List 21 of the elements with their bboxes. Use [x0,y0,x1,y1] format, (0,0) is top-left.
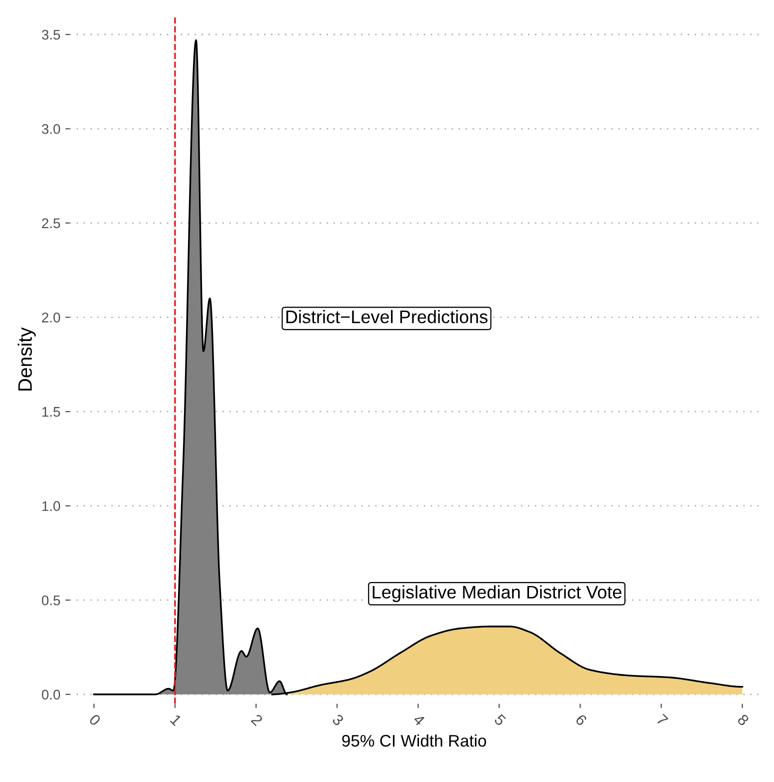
y-tick-label: 3.0 [42,124,60,134]
y-tick-label: 2.0 [42,312,60,322]
annotation: District−Level Predictions [286,310,488,324]
y-tick-label: 1.0 [42,501,60,512]
y-tick-label: 1.5 [42,407,60,417]
x-tick-label: 5 [494,714,506,726]
annotation: Legislative Median District Vote [372,585,622,602]
x-tick-label: 0 [88,714,102,726]
x-tick-label: 8 [736,714,750,726]
x-tick-label: 1 [170,714,182,726]
x-axis-title: 95% CI Width Ratio [342,734,486,747]
x-tick-label: 4 [412,713,426,726]
x-tick-label: 2 [250,714,264,726]
y-tick-label: 0.0 [42,690,60,700]
x-tick-label: 3 [332,714,344,726]
x-tick-label: 7 [656,714,668,726]
x-tick-label: 6 [574,714,588,726]
y-tick-label: 2.5 [42,218,60,228]
y-axis-title: Density [18,327,36,391]
y-tick-label: 3.5 [42,30,60,40]
y-tick-label: 0.5 [42,595,60,606]
